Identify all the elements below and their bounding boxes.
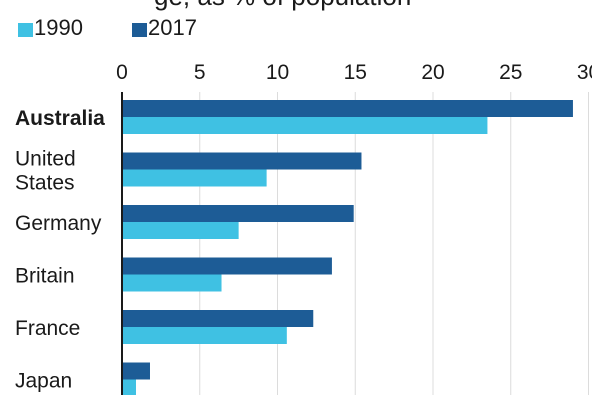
x-tick-label: 30 [577,61,592,84]
category-label: United [15,148,76,171]
bar-2017 [122,310,314,327]
bar-1990 [122,222,239,239]
category-label: Australia [15,107,105,130]
x-tick-label: 15 [344,61,367,84]
bar-1990 [122,274,222,292]
bar-2017 [122,362,150,380]
bar-2017 [122,205,354,222]
category-label: France [15,317,80,340]
bar-1990 [122,169,267,187]
x-tick-label: 25 [499,61,522,84]
bar-2017 [122,257,332,275]
legend-swatch-2017 [132,23,147,37]
category-label: States [15,172,75,195]
bar-1990 [122,117,488,134]
x-tick-label: 20 [421,61,444,84]
category-label: Germany [15,212,102,235]
x-tick-label: 10 [266,61,289,84]
bar-2017 [122,100,573,117]
bar-1990 [122,327,287,344]
legend-label-2017: 2017 [148,15,197,40]
chart-title: ge, as % of population [154,0,411,11]
x-tick-label: 0 [116,61,128,84]
bar-1990 [122,379,136,395]
bar-2017 [122,152,362,170]
x-tick-label: 5 [194,61,206,84]
category-label: Britain [15,265,75,288]
legend-swatch-1990 [18,23,33,37]
legend-label-1990: 1990 [34,15,83,40]
category-label: Japan [15,370,72,393]
